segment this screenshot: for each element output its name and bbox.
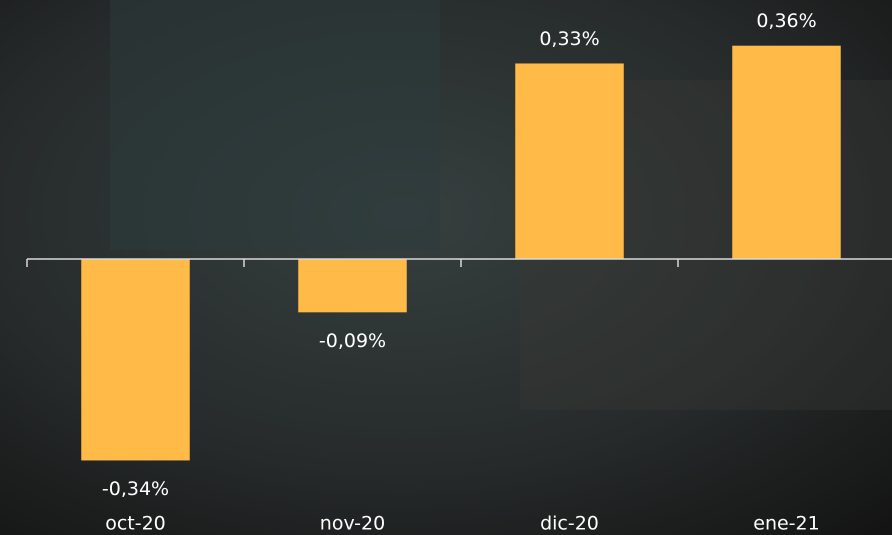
value-label: -0,09%: [319, 330, 386, 352]
value-label: 0,36%: [756, 10, 816, 32]
background-photo: [110, 0, 440, 250]
value-label: -0,34%: [102, 478, 169, 500]
page: {"chart_data": {"type": "bar", "categori…: [0, 0, 892, 535]
value-label: 0,33%: [539, 28, 599, 50]
bar: [298, 259, 407, 312]
x-tick-label: nov-20: [320, 513, 385, 535]
x-tick-label: dic-20: [540, 513, 599, 535]
bar: [515, 63, 624, 259]
chart: -0,34% oct-20 -0,09% nov-20 0,33% dic-20 0,36%…: [0, 0, 892, 535]
bar: [81, 259, 190, 460]
x-tick-label: oct-20: [105, 513, 166, 535]
bar: [732, 46, 841, 259]
x-tick-label: ene-21: [753, 513, 819, 535]
